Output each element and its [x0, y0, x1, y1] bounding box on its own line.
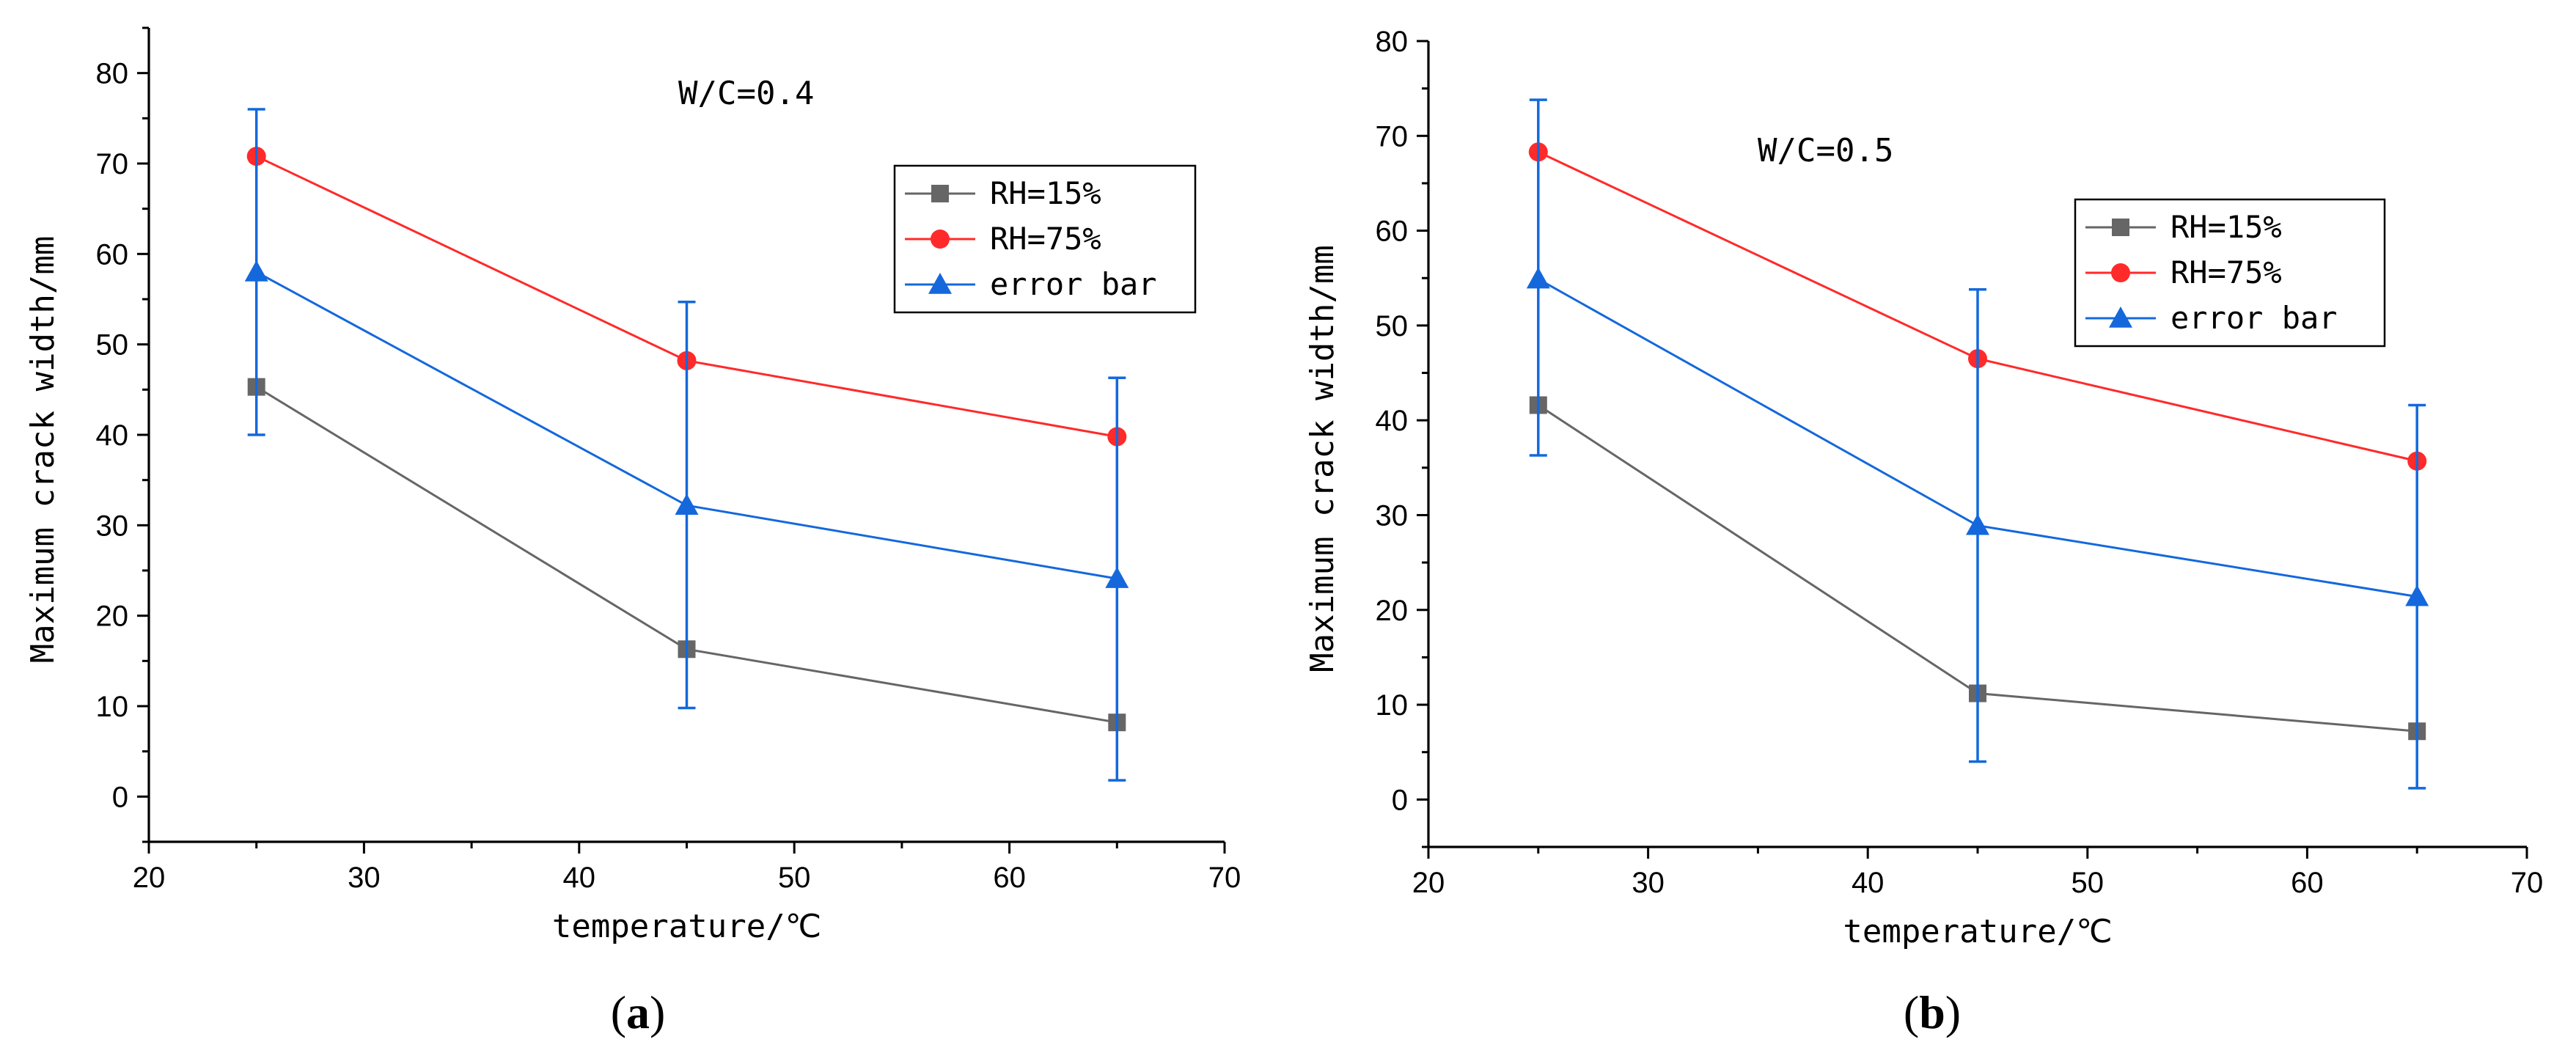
x-axis-title: temperature/℃ [1843, 913, 2112, 950]
legend: RH=15% RH=75% error bar [2074, 198, 2386, 348]
y-axis-title: Maximum crack width/mm [1304, 245, 1341, 672]
legend-item: RH=15% [2085, 209, 2282, 245]
x-tick-label: 40 [1852, 867, 1885, 899]
y-tick-label: 60 [96, 238, 129, 271]
x-axis-title: temperature/℃ [552, 908, 821, 945]
legend-item: RH=75% [2085, 254, 2282, 290]
legend-marker [928, 273, 952, 294]
y-tick-label: 0 [1392, 784, 1408, 816]
legend-label: RH=75% [990, 221, 1101, 257]
x-tick-label: 70 [1208, 862, 1241, 894]
legend-item: RH=15% [905, 175, 1101, 211]
y-tick-label: 70 [1376, 120, 1409, 153]
legend-marker [2111, 263, 2130, 282]
y-tick-label: 0 [112, 781, 128, 813]
data-point [1105, 567, 1129, 588]
y-tick-label: 30 [1376, 499, 1409, 532]
y-axis-title: Maximum crack width/mm [24, 236, 62, 664]
legend-item: RH=75% [905, 221, 1101, 257]
legend-label: RH=15% [2170, 209, 2282, 245]
x-tick-label: 40 [563, 862, 596, 894]
x-tick-label: 50 [778, 862, 811, 894]
x-tick-label: 60 [993, 862, 1026, 894]
series-error-bar [244, 108, 1129, 782]
wc-annotation: W/C=0.4 [678, 75, 814, 112]
chart-panel-a: 20 30 40 50 60 70 0 10 20 30 40 50 60 70 80 temperature… [24, 26, 1241, 1038]
panel-label: (a) [611, 986, 666, 1038]
y-tick-label: 50 [1376, 310, 1409, 342]
y-tick-label: 20 [96, 601, 129, 633]
data-point [244, 260, 268, 282]
legend-marker [2109, 307, 2132, 328]
y-tick-label: 40 [96, 419, 129, 452]
x-tick-label: 20 [1412, 867, 1445, 899]
legend-label: error bar [990, 266, 1157, 302]
legend-marker [931, 185, 949, 202]
legend-marker [931, 230, 950, 249]
y-tick-label: 20 [1376, 595, 1409, 627]
x-tick-label: 70 [2511, 867, 2544, 899]
panel-label: (b) [1904, 986, 1961, 1038]
y-tick-label: 60 [1376, 216, 1409, 248]
x-tick-label: 20 [133, 862, 166, 894]
x-tick-label: 60 [2291, 867, 2324, 899]
y-tick-label: 70 [96, 148, 129, 180]
wc-annotation: W/C=0.5 [1758, 132, 1893, 169]
legend-label: RH=75% [2170, 254, 2282, 290]
data-point [1526, 267, 1550, 289]
y-tick-label: 10 [96, 691, 129, 723]
y-tick-label: 30 [96, 510, 129, 542]
chart-panel-b: 20 30 40 50 60 70 0 10 20 30 40 50 60 70 80 temperature… [1304, 26, 2543, 1038]
legend-marker [2112, 219, 2129, 236]
data-point [675, 494, 699, 515]
legend-label: error bar [2170, 300, 2338, 336]
data-point [1966, 513, 1989, 535]
y-tick-label: 10 [1376, 689, 1409, 722]
legend: RH=15% RH=75% error bar [893, 164, 1197, 314]
legend-label: RH=15% [990, 175, 1101, 211]
series-error-bar [1526, 98, 2429, 790]
y-tick-label: 50 [96, 329, 129, 362]
y-tick-label: 40 [1376, 405, 1409, 437]
legend-item: error bar [905, 266, 1157, 302]
legend-item: error bar [2085, 300, 2338, 336]
y-tick-label: 80 [1376, 26, 1409, 58]
x-tick-label: 50 [2072, 867, 2105, 899]
x-tick-label: 30 [1632, 867, 1665, 899]
x-tick-label: 30 [348, 862, 381, 894]
y-tick-label: 80 [96, 58, 129, 90]
data-point [2405, 584, 2429, 606]
